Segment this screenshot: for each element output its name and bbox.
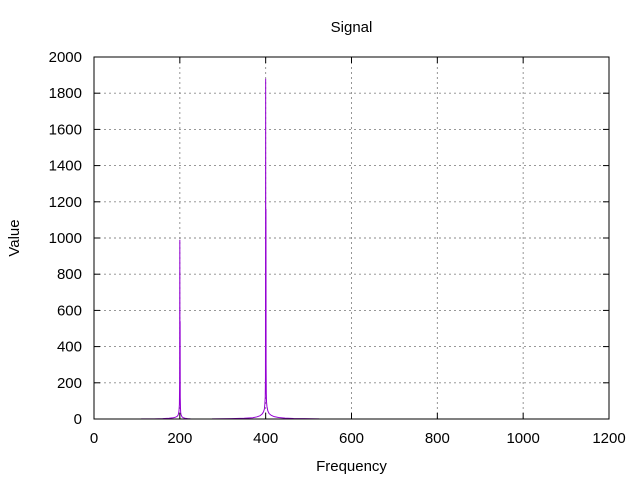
y-tick-label: 400: [57, 339, 82, 356]
y-tick-label: 200: [57, 375, 82, 392]
plot-area: [141, 78, 320, 420]
y-axis-label: Value: [6, 219, 23, 256]
y-tick-label: 1800: [49, 85, 82, 102]
x-tick-label: 1200: [592, 430, 625, 447]
y-tick-label: 800: [57, 266, 82, 283]
y-tick-label: 2000: [49, 49, 82, 66]
series-line: [212, 78, 320, 420]
axis-ticks: 0 200 400 600 800 1000 1200 0 200 400 600 800 1000 12…: [49, 49, 626, 447]
x-tick-label: 1000: [506, 430, 539, 447]
y-tick-label: 1000: [49, 230, 82, 247]
x-tick-label: 200: [167, 430, 192, 447]
x-tick-label: 400: [253, 430, 278, 447]
grid-lines: [94, 57, 609, 419]
x-tick-label: 0: [90, 430, 98, 447]
y-tick-label: 1400: [49, 158, 82, 175]
y-tick-label: 600: [57, 302, 82, 319]
series-line: [141, 239, 191, 420]
x-tick-label: 600: [339, 430, 364, 447]
y-tick-label: 0: [74, 411, 82, 428]
y-tick-label: 1600: [49, 121, 82, 138]
y-tick-label: 1200: [49, 194, 82, 211]
x-tick-label: 800: [425, 430, 450, 447]
chart-title: Signal: [331, 19, 373, 36]
x-axis-label: Frequency: [316, 458, 387, 475]
